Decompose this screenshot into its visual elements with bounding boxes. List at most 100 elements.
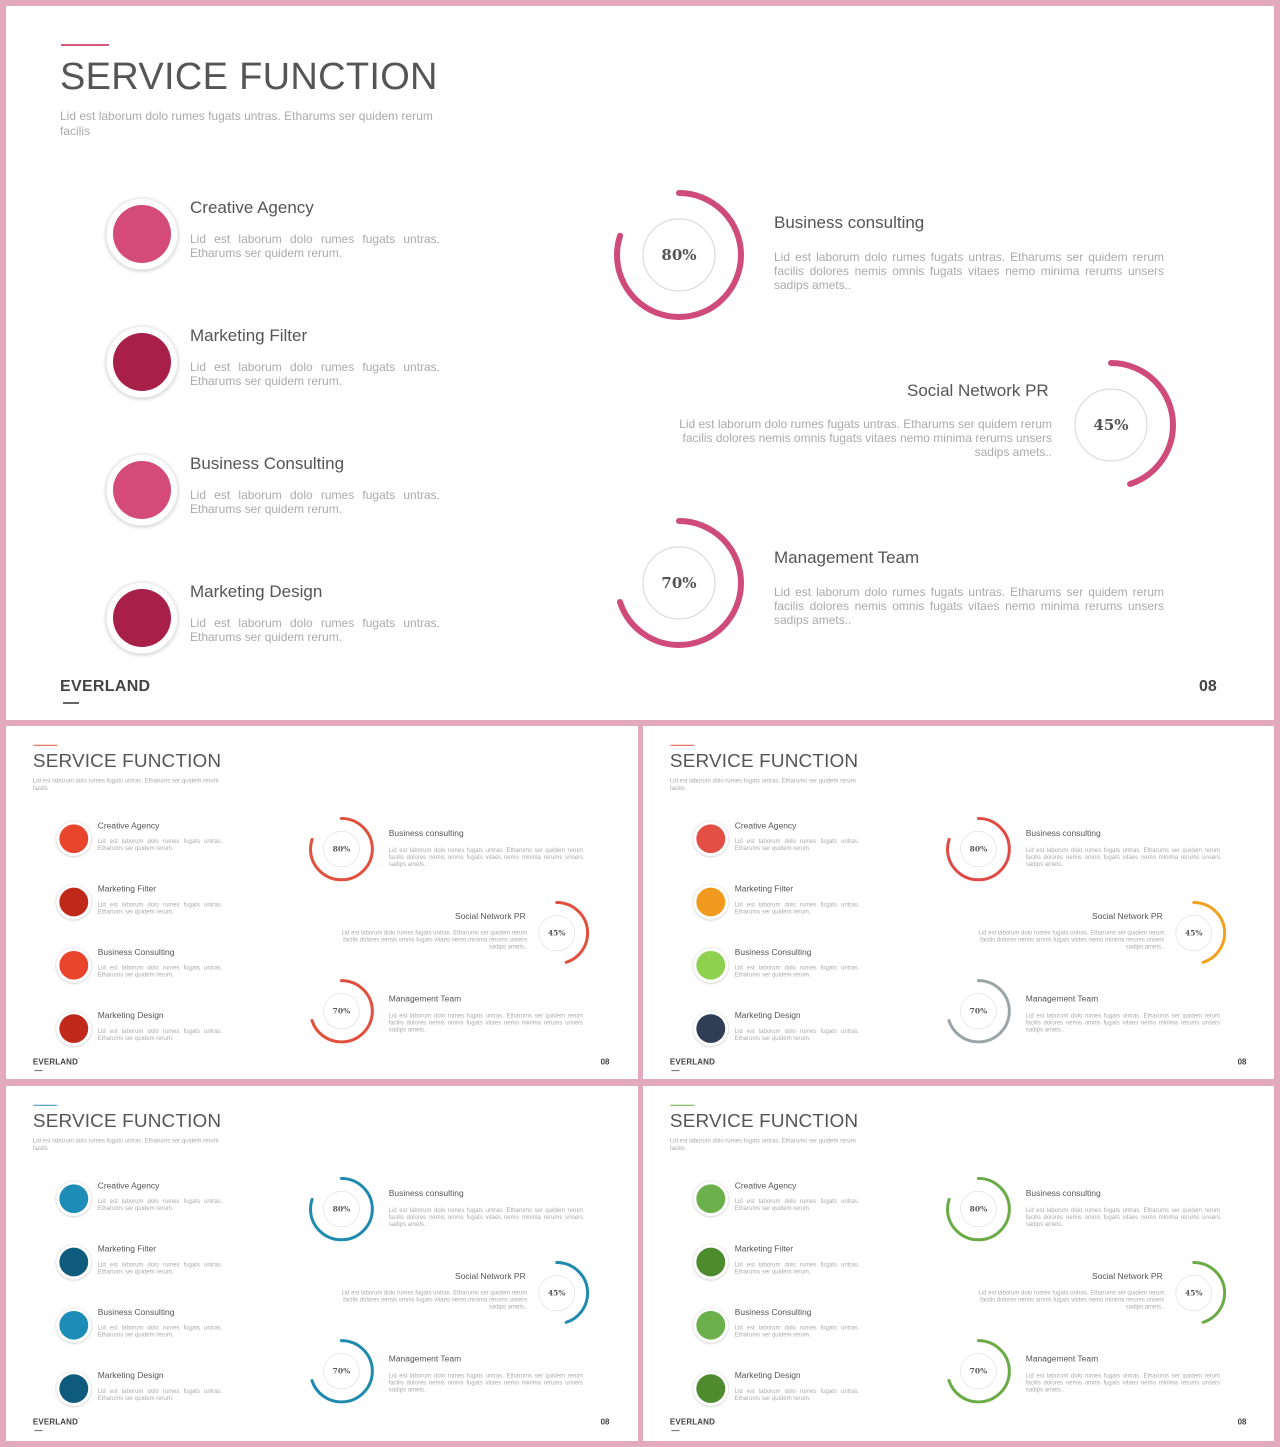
gauge-ring: [946, 816, 1011, 882]
gauge-social-network-pr: 45%: [1159, 899, 1229, 968]
gauge-title: Business consulting: [1025, 1188, 1101, 1198]
gauge-ring: [946, 1176, 1011, 1242]
service-dot-ring: [106, 198, 178, 270]
slide-title: SERVICE FUNCTION: [60, 56, 438, 98]
service-title: Marketing Filter: [97, 1244, 157, 1254]
service-dot-ring: [106, 454, 178, 526]
page-number: 08: [1237, 1058, 1247, 1067]
brand-underline: [671, 1430, 680, 1432]
service-item: Marketing Design Lid est laborum dolo ru…: [692, 1370, 872, 1411]
service-item: Marketing Design Lid est laborum dolo ru…: [106, 582, 466, 662]
gauge-management-team: 70%: [944, 1337, 1014, 1406]
service-text: Lid est laborum dolo rumes fugats untras…: [97, 901, 223, 915]
service-dot-ring: [55, 1010, 92, 1047]
gauge-text: Lid est laborum dolo rumes fugats untras…: [978, 929, 1165, 950]
gauge-title: Management Team: [1025, 1353, 1099, 1364]
gauge-management-team: 70%: [944, 977, 1014, 1046]
service-dot-ring: [106, 326, 178, 398]
slide-content: SERVICE FUNCTION Lid est laborum dolo ru…: [6, 726, 638, 1079]
brand-logo: EVERLAND: [32, 1058, 78, 1067]
gauge-ring: [1046, 360, 1176, 490]
page-number: 08: [600, 1418, 610, 1427]
service-dot-ring: [692, 1010, 729, 1047]
gauge-title: Management Team: [388, 993, 462, 1004]
gauge-management-team: 70%: [307, 977, 377, 1046]
service-title: Marketing Design: [734, 1370, 801, 1381]
service-item: Business Consulting Lid est laborum dolo…: [692, 947, 872, 987]
gauge-text: Lid est laborum dolo rumes fugats untras…: [341, 929, 528, 950]
service-dot: [59, 1014, 89, 1043]
gauge-percent: 80%: [969, 844, 988, 854]
gauge-text: Lid est laborum dolo rumes fugats untras…: [388, 846, 584, 868]
service-dot-ring: [55, 884, 92, 920]
brand-logo: EVERLAND: [60, 678, 151, 695]
service-text: Lid est laborum dolo rumes fugats untras…: [734, 901, 860, 915]
service-title: Business Consulting: [734, 1307, 812, 1317]
service-dot-ring: [692, 1244, 729, 1280]
gauge-text: Lid est laborum dolo rumes fugats untras…: [388, 1012, 584, 1034]
gauge-ring: [524, 1261, 590, 1326]
service-text: Lid est laborum dolo rumes fugats untras…: [734, 1387, 860, 1402]
service-item: Business Consulting Lid est laborum dolo…: [55, 947, 235, 987]
gauge-text: Lid est laborum dolo rumes fugats untras…: [1025, 1206, 1221, 1228]
service-item: Business Consulting Lid est laborum dolo…: [692, 1307, 872, 1347]
gauge-percent: 70%: [969, 1366, 988, 1376]
brand-underline: [34, 1070, 43, 1072]
gauge-title: Management Team: [1025, 993, 1099, 1004]
service-title: Creative Agency: [190, 198, 314, 217]
brand-logo: EVERLAND: [669, 1418, 715, 1427]
service-dot-ring: [55, 1370, 92, 1407]
service-dot: [696, 1310, 726, 1340]
gauge-text: Lid est laborum dolo rumes fugats untras…: [341, 1289, 528, 1310]
service-dot: [696, 1247, 726, 1277]
service-text: Lid est laborum dolo rumes fugats untras…: [97, 1261, 223, 1275]
gauge-title: Business consulting: [388, 828, 464, 838]
slide-title: SERVICE FUNCTION: [32, 1110, 222, 1132]
service-dot: [59, 950, 89, 980]
gauge-title: Social Network PR: [907, 381, 1049, 400]
service-item: Marketing Design Lid est laborum dolo ru…: [55, 1010, 235, 1051]
gauge-percent: 70%: [661, 574, 697, 592]
title-accent-bar: [33, 1104, 58, 1106]
service-item: Marketing Design Lid est laborum dolo ru…: [55, 1370, 235, 1411]
service-item: Creative Agency Lid est laborum dolo rum…: [55, 1180, 235, 1221]
service-title: Marketing Filter: [190, 326, 308, 345]
service-item: Marketing Filter Lid est laborum dolo ru…: [692, 1244, 872, 1284]
brand-underline: [671, 1070, 680, 1072]
gauge-percent: 70%: [332, 1006, 351, 1016]
gauge-title: Social Network PR: [455, 1271, 526, 1281]
gauge-social-network-pr: 45%: [1041, 355, 1181, 495]
page-number: 08: [600, 1058, 610, 1067]
gauge-percent: 80%: [332, 844, 351, 854]
gauge-title: Business consulting: [1025, 828, 1101, 838]
gauge-ring: [1161, 1261, 1227, 1326]
gauge-ring: [946, 979, 1011, 1044]
service-title: Marketing Filter: [734, 884, 794, 894]
gauge-ring: [309, 979, 374, 1044]
service-dot: [113, 333, 171, 391]
gauge-title: Social Network PR: [1092, 911, 1163, 921]
gauge-title: Social Network PR: [455, 911, 526, 921]
slide-red-variant: SERVICE FUNCTION Lid est laborum dolo ru…: [6, 726, 638, 1079]
service-title: Marketing Design: [97, 1010, 164, 1021]
service-dot-ring: [106, 582, 178, 654]
service-dot-ring: [692, 1307, 729, 1344]
service-dot: [59, 1310, 89, 1340]
service-item: Creative Agency Lid est laborum dolo rum…: [55, 820, 235, 861]
gauge-text: Lid est laborum dolo rumes fugats untras…: [774, 585, 1164, 627]
service-text: Lid est laborum dolo rumes fugats untras…: [190, 488, 440, 516]
service-dot: [696, 1374, 726, 1403]
service-item: Creative Agency Lid est laborum dolo rum…: [692, 1180, 872, 1221]
service-text: Lid est laborum dolo rumes fugats untras…: [97, 964, 223, 979]
service-text: Lid est laborum dolo rumes fugats untras…: [734, 1027, 860, 1042]
service-title: Marketing Filter: [97, 884, 157, 894]
gauge-business-consulting: 80%: [307, 1174, 377, 1243]
title-accent-bar: [61, 44, 109, 46]
gauge-business-consulting: 80%: [944, 814, 1014, 883]
service-dot: [59, 1247, 89, 1277]
service-text: Lid est laborum dolo rumes fugats untras…: [734, 1261, 860, 1275]
slide-title: SERVICE FUNCTION: [669, 1110, 859, 1132]
service-dot: [59, 1184, 89, 1214]
gauge-percent: 45%: [1093, 416, 1129, 434]
gauge-social-network-pr: 45%: [522, 1259, 592, 1328]
